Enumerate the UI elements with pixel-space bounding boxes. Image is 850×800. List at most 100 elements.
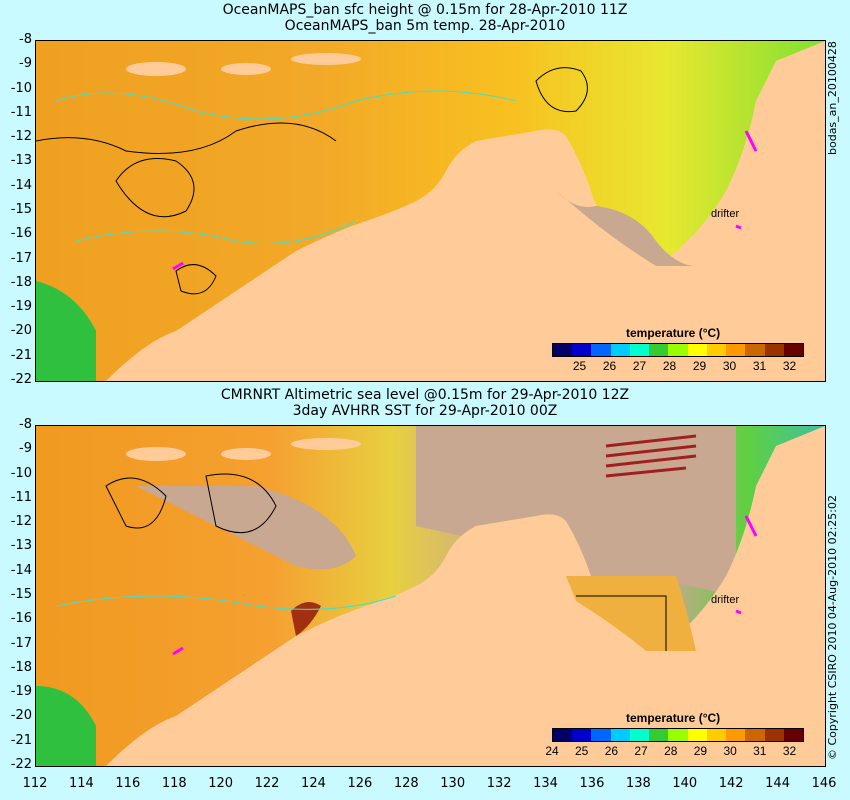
colorbar-tick-label: 30 — [722, 359, 737, 373]
bottom-colorbar-title: temperature (°C) — [626, 711, 721, 725]
top-sw-green — [36, 281, 96, 381]
colorbar-tick-label: 27 — [632, 359, 647, 373]
top-map-svg — [36, 41, 825, 381]
y-axis-label: -20 — [10, 323, 32, 339]
y-axis-label: -17 — [10, 635, 32, 651]
y-axis-label: -9 — [19, 56, 32, 72]
colorbar-swatch — [572, 344, 592, 356]
bottom-australia-land — [36, 514, 825, 766]
top-drifter-track-1 — [172, 261, 184, 271]
top-colorbar — [552, 343, 804, 357]
top-map-panel — [35, 40, 826, 382]
top-contour-4 — [55, 90, 517, 120]
colorbar-swatch — [726, 729, 746, 741]
x-axis-label: 138 — [625, 776, 651, 791]
top-drifter-label: drifter — [711, 208, 740, 220]
bottom-sw-green — [36, 686, 96, 766]
colorbar-swatch — [610, 729, 630, 741]
bottom-island-3 — [291, 438, 361, 450]
bottom-island-2 — [221, 448, 271, 460]
bottom-contour-3 — [576, 595, 667, 651]
y-axis-label: -9 — [19, 441, 32, 457]
y-axis-label: -18 — [10, 659, 32, 675]
y-axis-label: -16 — [10, 226, 32, 242]
x-axis-label: 120 — [208, 776, 234, 791]
bottom-map-panel — [35, 425, 826, 767]
y-axis-label: -13 — [10, 153, 32, 169]
y-axis-label: -18 — [10, 274, 32, 290]
colorbar-tick-label: 24 — [545, 744, 559, 758]
colorbar-swatch — [687, 729, 707, 741]
y-axis-label: -12 — [10, 514, 32, 530]
x-axis-label: 144 — [765, 776, 790, 791]
colorbar-tick-label: 25 — [572, 359, 587, 373]
x-axis-label: 126 — [347, 776, 373, 791]
bottom-cape-york-land — [656, 426, 825, 651]
top-cape-york-land — [656, 41, 825, 266]
top-colorbar-title: temperature (°C) — [626, 326, 721, 340]
bottom-side-label: © Copyright CSIRO 2010 04-Aug-2010 02:25… — [826, 494, 839, 760]
bottom-contour-4 — [55, 595, 397, 610]
y-axis-label: -10 — [10, 465, 32, 481]
bottom-streaks — [605, 434, 697, 478]
x-axis-label: 130 — [440, 776, 466, 791]
y-axis-label: -10 — [10, 80, 32, 96]
colorbar-swatch — [745, 729, 765, 741]
bottom-gulf-sst — [566, 576, 696, 651]
colorbar-tick-label: 28 — [662, 359, 677, 373]
top-title-line1: OceanMAPS_ban sfc height @ 0.15m for 28-… — [222, 2, 628, 18]
y-axis-label: -8 — [19, 32, 32, 47]
colorbar-swatch — [726, 344, 746, 356]
y-axis-label: -17 — [10, 250, 32, 266]
x-axis-label: 116 — [115, 776, 141, 791]
bottom-hot-spot — [291, 602, 321, 636]
x-axis-label: 118 — [161, 776, 187, 791]
x-axis-label: 122 — [254, 776, 280, 791]
x-axis-label: 124 — [301, 776, 326, 791]
x-axis-label: 140 — [672, 776, 698, 791]
y-axis-label: -22 — [10, 372, 32, 387]
y-axis-label: -15 — [10, 202, 32, 217]
top-drifter-track-3 — [744, 130, 758, 152]
colorbar-swatch — [553, 344, 573, 356]
colorbar-tick-label: 29 — [693, 744, 708, 758]
top-island-1 — [126, 62, 186, 76]
x-axis-label: 128 — [393, 776, 419, 791]
y-axis-label: -19 — [10, 684, 32, 700]
y-axis-label: -12 — [10, 129, 32, 145]
bottom-map-svg — [36, 426, 825, 766]
colorbar-tick-label: 26 — [602, 359, 617, 373]
colorbar-swatch — [553, 729, 573, 741]
colorbar-swatch — [745, 344, 765, 356]
colorbar-swatch — [668, 729, 688, 741]
colorbar-swatch — [572, 729, 592, 741]
top-island-3 — [291, 53, 361, 65]
colorbar-tick-label: 31 — [752, 359, 767, 373]
x-axis-label: 114 — [68, 776, 94, 791]
bottom-nodata-region — [416, 426, 736, 596]
top-contour-3 — [36, 122, 337, 154]
colorbar-swatch — [783, 729, 804, 741]
colorbar-swatch — [610, 344, 630, 356]
x-axis-label: 112 — [22, 776, 48, 791]
y-axis-label: -15 — [10, 587, 32, 602]
top-title-line2: OceanMAPS_ban 5m temp. 28-Apr-2010 — [284, 18, 566, 34]
y-axis-label: -14 — [10, 562, 32, 578]
colorbar-tick-label: 31 — [753, 744, 767, 758]
colorbar-tick-label: 32 — [782, 744, 797, 758]
colorbar-swatch — [649, 344, 669, 356]
y-axis-label: -19 — [10, 299, 32, 315]
bottom-drifter-label: drifter — [711, 594, 740, 606]
bottom-contour-1 — [105, 477, 167, 529]
colorbar-swatch — [649, 729, 669, 741]
top-side-label: bodas_an_20100428 — [826, 41, 839, 155]
colorbar-swatch — [591, 729, 611, 741]
y-axis-label: -8 — [19, 417, 32, 432]
colorbar-swatch — [764, 729, 784, 741]
y-axis-label: -16 — [10, 611, 32, 627]
top-australia-land — [36, 129, 825, 381]
y-axis-label: -13 — [10, 538, 32, 554]
bottom-colorbar — [552, 728, 804, 742]
colorbar-swatch — [668, 344, 688, 356]
y-axis-label: -22 — [10, 757, 32, 772]
